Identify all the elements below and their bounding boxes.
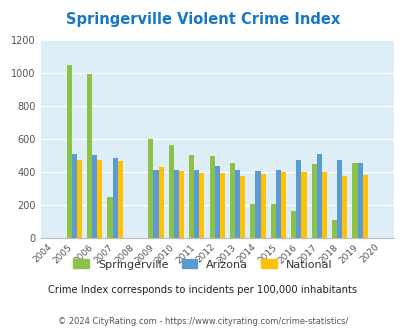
Bar bbox=[357, 163, 362, 238]
Bar bbox=[66, 65, 72, 238]
Bar bbox=[229, 163, 234, 238]
Bar bbox=[260, 174, 265, 238]
Bar bbox=[77, 160, 82, 238]
Bar bbox=[352, 163, 357, 238]
Bar bbox=[117, 161, 122, 238]
Bar bbox=[219, 173, 224, 238]
Bar bbox=[321, 172, 326, 238]
Bar bbox=[275, 170, 280, 238]
Bar bbox=[336, 160, 341, 238]
Legend: Springerville, Arizona, National: Springerville, Arizona, National bbox=[69, 255, 336, 274]
Text: © 2024 CityRating.com - https://www.cityrating.com/crime-statistics/: © 2024 CityRating.com - https://www.city… bbox=[58, 317, 347, 326]
Bar bbox=[255, 171, 260, 238]
Bar bbox=[250, 204, 255, 238]
Bar bbox=[179, 171, 183, 238]
Bar bbox=[194, 170, 199, 238]
Bar bbox=[92, 155, 97, 238]
Bar bbox=[153, 170, 158, 238]
Bar bbox=[168, 145, 173, 238]
Bar bbox=[107, 197, 112, 238]
Bar bbox=[189, 155, 194, 238]
Bar bbox=[158, 167, 163, 238]
Bar bbox=[331, 220, 336, 238]
Bar bbox=[311, 164, 316, 238]
Text: Springerville Violent Crime Index: Springerville Violent Crime Index bbox=[66, 12, 339, 26]
Bar bbox=[341, 176, 347, 238]
Bar bbox=[290, 211, 296, 238]
Bar bbox=[97, 160, 102, 238]
Bar bbox=[280, 172, 286, 238]
Bar bbox=[301, 172, 306, 238]
Bar bbox=[234, 170, 240, 238]
Text: Crime Index corresponds to incidents per 100,000 inhabitants: Crime Index corresponds to incidents per… bbox=[48, 285, 357, 295]
Bar bbox=[316, 154, 321, 238]
Bar bbox=[240, 176, 245, 238]
Bar bbox=[199, 173, 204, 238]
Bar bbox=[72, 154, 77, 238]
Bar bbox=[87, 74, 92, 238]
Bar bbox=[214, 166, 219, 238]
Bar bbox=[296, 160, 301, 238]
Bar bbox=[173, 170, 179, 238]
Bar bbox=[209, 156, 214, 238]
Bar bbox=[112, 158, 117, 238]
Bar bbox=[148, 139, 153, 238]
Bar bbox=[362, 175, 367, 238]
Bar bbox=[270, 204, 275, 238]
